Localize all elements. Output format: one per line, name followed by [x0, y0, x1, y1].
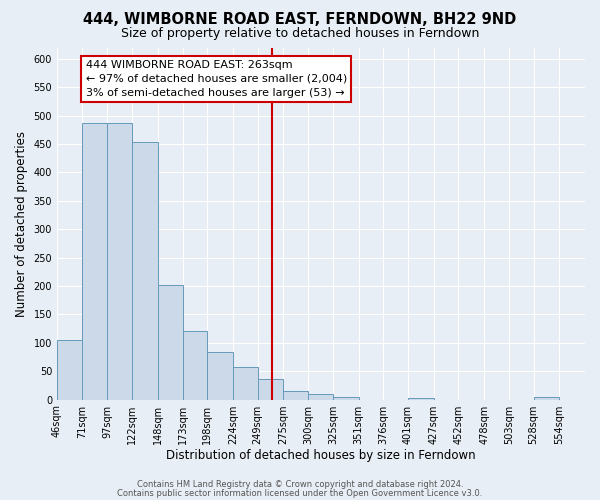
X-axis label: Distribution of detached houses by size in Ferndown: Distribution of detached houses by size … — [166, 450, 476, 462]
Bar — [408, 398, 434, 400]
Bar — [533, 398, 559, 400]
Y-axis label: Number of detached properties: Number of detached properties — [15, 130, 28, 316]
Text: 444, WIMBORNE ROAD EAST, FERNDOWN, BH22 9ND: 444, WIMBORNE ROAD EAST, FERNDOWN, BH22 … — [83, 12, 517, 28]
Bar — [208, 352, 233, 400]
Bar — [82, 123, 107, 400]
Text: 444 WIMBORNE ROAD EAST: 263sqm
← 97% of detached houses are smaller (2,004)
3% o: 444 WIMBORNE ROAD EAST: 263sqm ← 97% of … — [86, 60, 347, 98]
Bar — [233, 367, 258, 400]
Bar — [132, 142, 158, 400]
Bar — [258, 378, 283, 400]
Text: Size of property relative to detached houses in Ferndown: Size of property relative to detached ho… — [121, 28, 479, 40]
Text: Contains HM Land Registry data © Crown copyright and database right 2024.: Contains HM Land Registry data © Crown c… — [137, 480, 463, 489]
Bar — [107, 123, 132, 400]
Bar — [283, 391, 308, 400]
Bar — [333, 396, 359, 400]
Text: Contains public sector information licensed under the Open Government Licence v3: Contains public sector information licen… — [118, 490, 482, 498]
Bar — [57, 340, 82, 400]
Bar — [308, 394, 333, 400]
Bar — [158, 285, 182, 400]
Bar — [182, 331, 208, 400]
